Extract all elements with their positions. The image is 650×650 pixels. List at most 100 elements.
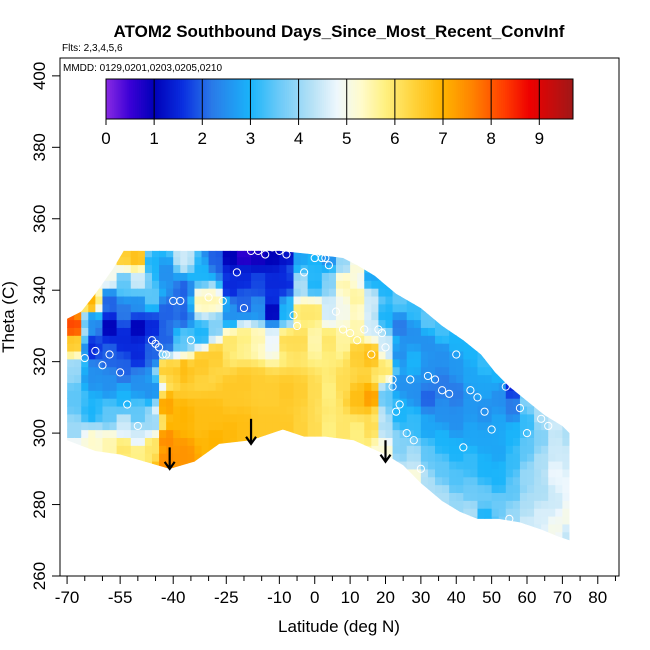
- colorbar-segment: [518, 79, 521, 119]
- heatmap-cell: [456, 539, 464, 541]
- heatmap-cell: [357, 264, 365, 273]
- heatmap-cell: [194, 303, 203, 313]
- heatmap-cell: [229, 295, 238, 305]
- heatmap-cell: [187, 264, 196, 273]
- heatmap-cell: [534, 539, 542, 541]
- heatmap-cell: [427, 515, 436, 525]
- heatmap-cell: [173, 453, 181, 462]
- heatmap-cell: [498, 421, 507, 431]
- heatmap-cell: [151, 295, 160, 305]
- heatmap-cell: [88, 405, 96, 415]
- heatmap-cell: [144, 453, 153, 462]
- heatmap-cell: [449, 531, 457, 541]
- heatmap-cell: [335, 445, 344, 454]
- heatmap-cell: [215, 319, 224, 328]
- heatmap-cell: [364, 523, 372, 533]
- heatmap-cell: [258, 539, 266, 541]
- heatmap-cell: [456, 429, 464, 438]
- heatmap-cell: [81, 492, 89, 501]
- heatmap-cell: [201, 405, 210, 415]
- heatmap-cell: [512, 515, 521, 525]
- heatmap-cell: [314, 382, 323, 391]
- heatmap-cell: [392, 335, 401, 344]
- heatmap-cell: [201, 492, 210, 501]
- heatmap-cell: [392, 311, 401, 321]
- colorbar-segment: [115, 79, 119, 119]
- heatmap-cell: [449, 374, 457, 383]
- colorbar-segment: [283, 79, 286, 119]
- colorbar-segment: [269, 79, 272, 119]
- heatmap-cell: [562, 492, 570, 501]
- heatmap-cell: [378, 256, 387, 266]
- heatmap-cell: [449, 343, 457, 352]
- heatmap-cell: [229, 382, 238, 391]
- heatmap-cell: [541, 366, 549, 376]
- heatmap-cell: [258, 327, 266, 336]
- heatmap-cell: [484, 460, 493, 470]
- colorbar-segment: [238, 79, 241, 119]
- colorbar-segment: [146, 79, 150, 119]
- heatmap-cell: [435, 523, 443, 533]
- heatmap-cell: [364, 382, 372, 391]
- heatmap-cell: [88, 288, 96, 297]
- heatmap-cell: [194, 445, 203, 454]
- heatmap-cell: [144, 421, 153, 431]
- heatmap-cell: [335, 280, 344, 289]
- heatmap-cell: [456, 460, 464, 470]
- heatmap-cell: [144, 460, 153, 470]
- x-tick-label: -70: [55, 588, 80, 607]
- heatmap-cell: [251, 319, 259, 328]
- heatmap-cell: [116, 539, 125, 541]
- colorbar-segment: [569, 79, 572, 119]
- heatmap-cell: [449, 437, 457, 446]
- heatmap-cell: [130, 445, 139, 454]
- heatmap-cell: [81, 319, 89, 328]
- heatmap-cell: [109, 515, 118, 525]
- colorbar-segment: [150, 79, 154, 119]
- heatmap-cell: [420, 335, 429, 344]
- heatmap-cell: [229, 264, 238, 273]
- heatmap-cell: [512, 358, 521, 368]
- heatmap-cell: [555, 460, 563, 470]
- heatmap-cell: [541, 484, 549, 494]
- heatmap-cell: [420, 272, 429, 281]
- heatmap-cell: [406, 515, 415, 525]
- heatmap-cell: [116, 288, 125, 297]
- heatmap-cell: [555, 311, 563, 321]
- heatmap-cell: [427, 429, 436, 438]
- heatmap-cell: [321, 327, 330, 336]
- heatmap-cell: [477, 437, 486, 446]
- heatmap-cell: [420, 468, 429, 478]
- heatmap-cell: [236, 476, 245, 486]
- observation-point: [445, 389, 454, 398]
- heatmap-cell: [194, 492, 203, 501]
- heatmap-cell: [300, 374, 309, 383]
- heatmap-cell: [484, 515, 493, 525]
- heatmap-cell: [505, 484, 514, 494]
- heatmap-cell: [293, 405, 302, 415]
- heatmap-cell: [498, 531, 507, 541]
- observation-point: [324, 261, 333, 270]
- heatmap-cell: [166, 272, 174, 281]
- heatmap-cell: [321, 264, 330, 273]
- heatmap-cell: [137, 256, 146, 266]
- heatmap-cell: [208, 531, 217, 541]
- heatmap-cell: [159, 523, 167, 533]
- heatmap-cell: [151, 250, 160, 258]
- colorbar-segment: [432, 79, 436, 119]
- heatmap-cell: [137, 460, 146, 470]
- heatmap-cell: [484, 445, 493, 454]
- heatmap-cell: [470, 250, 479, 258]
- heatmap-cell: [279, 382, 288, 391]
- heatmap-cell: [335, 398, 344, 407]
- heatmap-cell: [144, 382, 153, 391]
- heatmap-cell: [265, 264, 273, 273]
- heatmap-cell: [385, 468, 394, 478]
- heatmap-cell: [130, 437, 139, 446]
- heatmap-cell: [130, 288, 139, 297]
- heatmap-cell: [243, 523, 252, 533]
- heatmap-cell: [427, 366, 436, 376]
- heatmap-cell: [180, 327, 188, 336]
- colorbar-segment: [195, 79, 198, 119]
- heatmap-cell: [343, 476, 351, 486]
